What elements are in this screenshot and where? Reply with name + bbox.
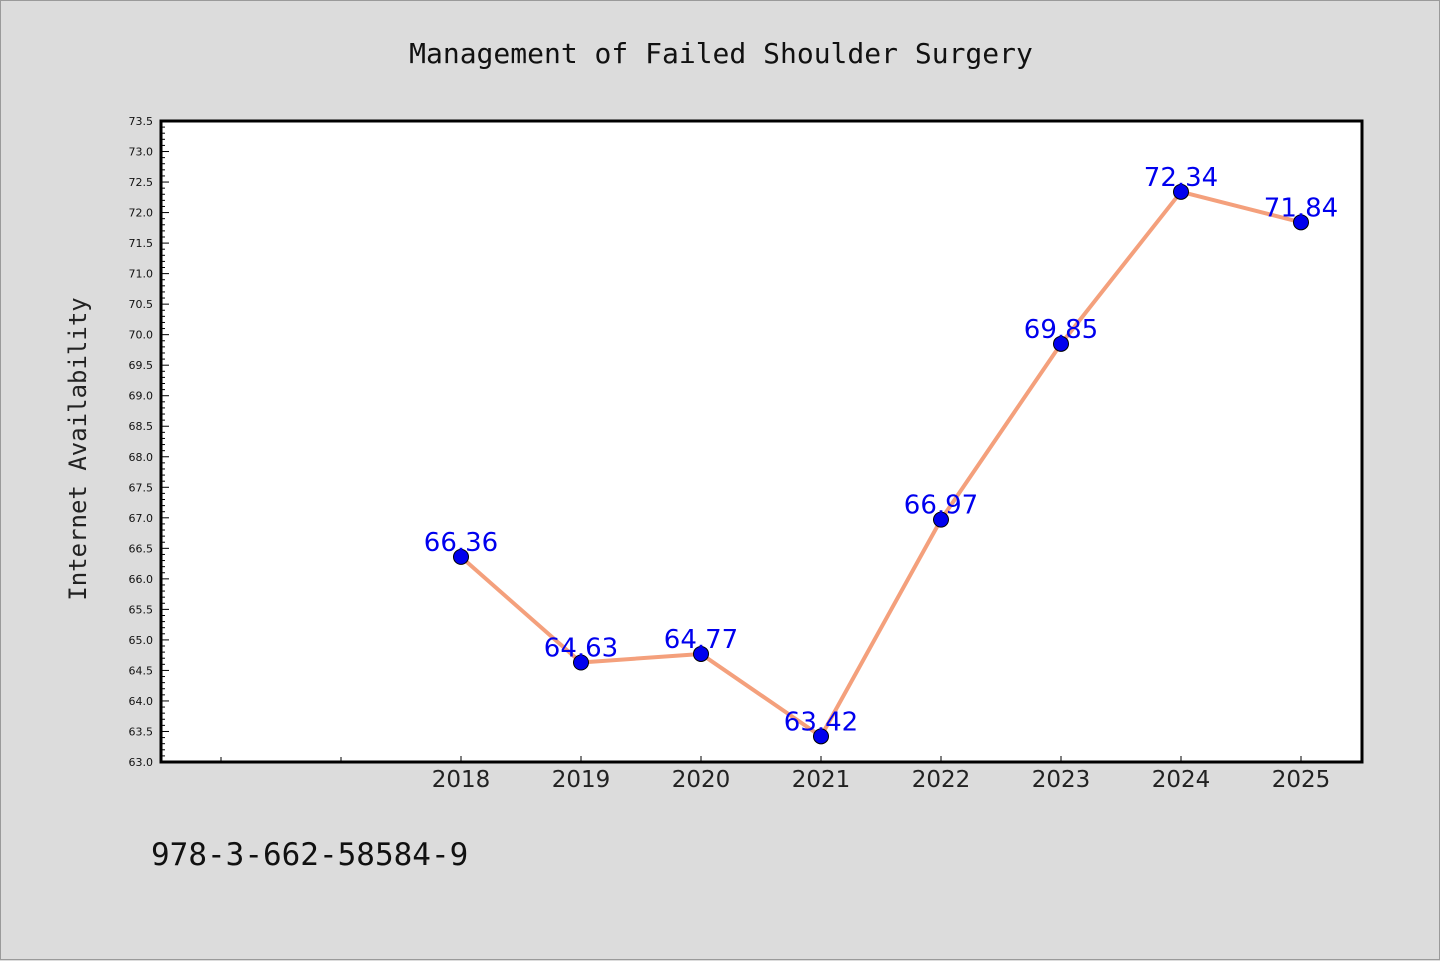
data-point: [1053, 335, 1069, 352]
y-tick-label: 69.0: [129, 390, 154, 403]
data-label: 64.63: [544, 633, 618, 663]
data-point: [1293, 214, 1309, 231]
x-tick-label: 2021: [792, 767, 851, 793]
x-tick-label: 2024: [1152, 767, 1211, 793]
x-tick-label: 2019: [552, 767, 611, 793]
data-point: [573, 654, 589, 671]
data-label: 72.34: [1144, 163, 1218, 193]
data-point: [813, 728, 829, 745]
chart-title: Management of Failed Shoulder Surgery: [409, 37, 1033, 70]
x-tick-label: 2020: [672, 767, 731, 793]
data-label: 66.36: [424, 528, 498, 558]
data-label: 63.42: [784, 707, 858, 737]
x-tick-label: 2025: [1272, 767, 1331, 793]
data-point: [453, 548, 469, 565]
y-tick-label: 63.5: [129, 725, 154, 738]
y-tick-label: 71.0: [129, 268, 154, 281]
data-label: 66.97: [904, 491, 978, 521]
y-axis-label: Internet Availability: [64, 297, 92, 600]
y-tick-label: 67.0: [129, 512, 154, 525]
y-tick-label: 65.0: [129, 634, 154, 647]
x-axis: 2018 2019 2020 2021 2022 2023 2024 2025: [220, 756, 1331, 793]
y-tick-label: 64.5: [129, 664, 154, 677]
isbn-text: 978-3-662-58584-9: [151, 837, 468, 873]
y-tick-label: 67.5: [129, 481, 154, 494]
data-label: 71.84: [1264, 193, 1338, 223]
plot-area: [159, 119, 1364, 764]
data-point: [1173, 183, 1189, 200]
y-tick-label: 66.5: [129, 542, 154, 555]
y-tick-label: 64.0: [129, 695, 154, 708]
y-tick-label: 73.0: [129, 146, 154, 159]
y-tick-label: 73.5: [129, 115, 154, 128]
y-tick-label: 68.0: [129, 451, 154, 464]
y-tick-label: 69.5: [129, 359, 154, 372]
data-label: 64.77: [664, 625, 738, 655]
data-point: [693, 645, 709, 662]
y-tick-label: 70.5: [129, 298, 154, 311]
x-tick-label: 2023: [1032, 767, 1091, 793]
series-line-group: [453, 183, 1309, 745]
x-tick-label: 2022: [912, 767, 971, 793]
series-line: [459, 189, 1302, 739]
y-tick-label: 66.0: [129, 573, 154, 586]
y-tick-label: 65.5: [129, 603, 154, 616]
data-point: [933, 511, 949, 528]
y-tick-label: 71.5: [129, 237, 154, 250]
data-labels: 66.36 64.63 64.77 63.42 66.97 69.85 72.34 71.84: [424, 163, 1338, 738]
y-tick-label: 72.0: [129, 207, 154, 220]
y-tick-label: 72.5: [129, 176, 154, 189]
y-tick-label: 68.5: [129, 420, 154, 433]
data-label: 69.85: [1024, 315, 1098, 345]
y-tick-label: 70.0: [129, 329, 154, 342]
y-axis: 63.0 63.5 64.0 64.5 65.0 65.5 66.0 66.5 67.0 67.5…: [129, 115, 169, 769]
x-tick-label: 2018: [432, 767, 491, 793]
y-tick-label: 63.0: [129, 756, 154, 769]
